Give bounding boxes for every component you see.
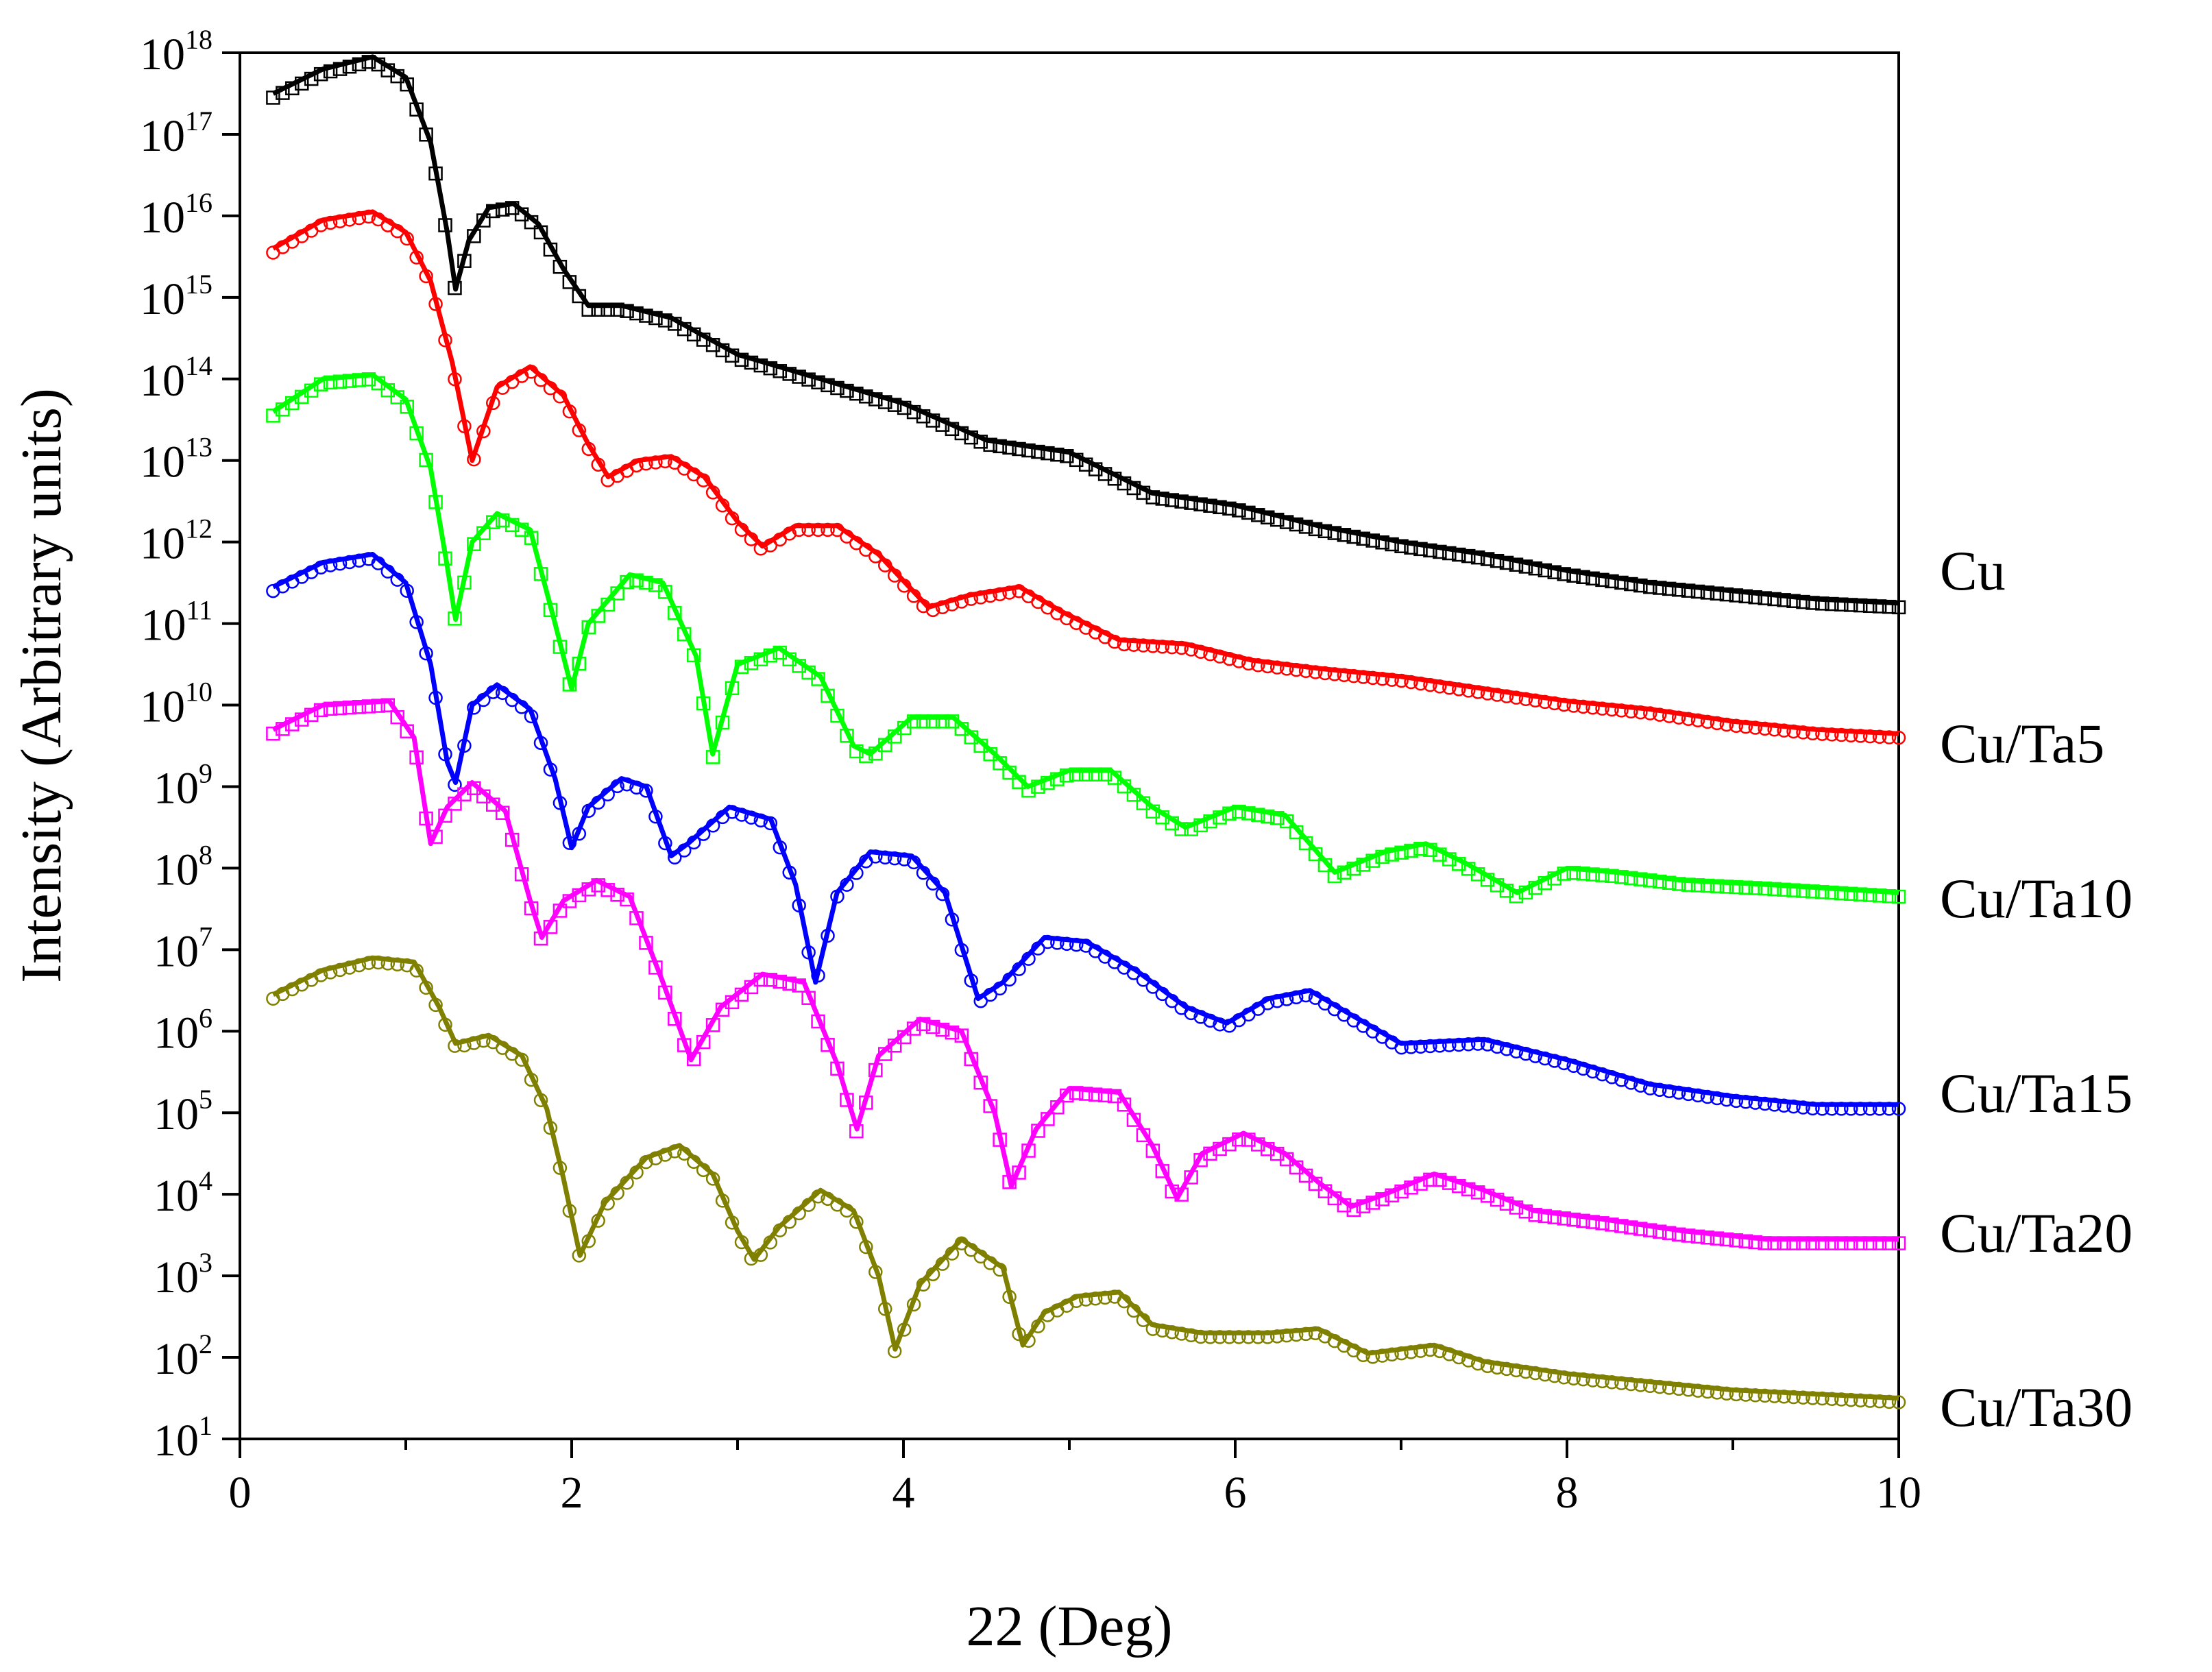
y-tick-label: 1017 <box>140 106 212 161</box>
y-tick-base: 10 <box>140 193 185 243</box>
fit-line <box>271 372 1899 895</box>
fit-line <box>271 699 1899 1242</box>
y-tick-label: 1010 <box>140 677 212 732</box>
y-tick-label: 1012 <box>140 513 212 569</box>
y-tick-label: 105 <box>154 1084 212 1139</box>
y-tick-label: 108 <box>154 839 212 895</box>
y-tick-exponent: 6 <box>199 1002 212 1033</box>
x-tick-label: 4 <box>892 1468 915 1518</box>
y-tick-base: 10 <box>154 1008 199 1058</box>
series-cu-ta20 <box>266 698 1906 1250</box>
y-tick-base: 10 <box>140 29 185 80</box>
y-tick-exponent: 9 <box>199 758 212 788</box>
y-tick-base: 10 <box>154 763 199 813</box>
y-tick-exponent: 4 <box>199 1165 212 1196</box>
series-label-cu-ta10: Cu/Ta10 <box>1940 867 2132 930</box>
y-tick-base: 10 <box>154 926 199 976</box>
y-tick-base: 10 <box>154 1089 199 1139</box>
y-tick-label: 107 <box>154 921 212 976</box>
y-tick-label: 1013 <box>140 432 212 487</box>
series-cu-ta10 <box>266 372 1906 904</box>
x-tick-label: 6 <box>1224 1468 1247 1518</box>
y-tick-exponent: 3 <box>199 1247 212 1278</box>
y-tick-exponent: 16 <box>185 187 212 218</box>
y-tick-base: 10 <box>154 1252 199 1303</box>
y-tick-exponent: 1 <box>199 1410 212 1441</box>
x-tick-label: 0 <box>229 1468 252 1518</box>
fit-line <box>271 54 1899 606</box>
y-tick-base: 10 <box>154 845 199 895</box>
y-tick-base: 10 <box>140 356 185 406</box>
y-tick-base: 10 <box>140 111 185 161</box>
y-tick-exponent: 18 <box>185 24 212 55</box>
series-label-cu-ta5: Cu/Ta5 <box>1940 712 2104 775</box>
x-tick-label: 10 <box>1876 1468 1921 1518</box>
y-tick-base: 10 <box>140 519 185 569</box>
y-tick-base: 10 <box>140 437 185 487</box>
fit-line <box>271 552 1899 1107</box>
y-tick-labels: 1011021031041051061071081091010101110121… <box>140 24 212 1466</box>
y-tick-label: 1014 <box>140 350 212 406</box>
y-tick-label: 101 <box>154 1410 212 1466</box>
x-tick-label: 8 <box>1556 1468 1579 1518</box>
y-tick-exponent: 8 <box>199 839 212 870</box>
series-label-cu: Cu <box>1940 540 2006 602</box>
series-cu-ta30 <box>266 955 1906 1409</box>
y-tick-base: 10 <box>154 1334 199 1384</box>
y-axis-title: Intensity (Arbitrary units) <box>10 388 73 983</box>
y-tick-exponent: 15 <box>185 269 212 300</box>
y-tick-exponent: 2 <box>199 1329 212 1359</box>
y-tick-exponent: 17 <box>185 106 212 136</box>
series-label-cu-ta30: Cu/Ta30 <box>1940 1376 2132 1438</box>
y-tick-exponent: 10 <box>185 677 212 707</box>
y-tick-base: 10 <box>154 1416 199 1466</box>
y-tick-base: 10 <box>140 274 185 324</box>
y-tick-exponent: 12 <box>185 513 212 544</box>
y-tick-base: 10 <box>140 682 185 732</box>
series-label-cu-ta15: Cu/Ta15 <box>1940 1062 2132 1124</box>
x-axis-title: 22 (Deg) <box>967 1595 1173 1658</box>
y-tick-exponent: 13 <box>185 432 212 463</box>
series-label-cu-ta20: Cu/Ta20 <box>1940 1202 2132 1264</box>
y-tick-exponent: 7 <box>199 921 212 952</box>
series-labels: Cu Cu/Ta5 Cu/Ta10 Cu/Ta15 Cu/Ta20 Cu/Ta3… <box>1940 540 2132 1438</box>
fit-line <box>271 209 1899 736</box>
y-tick-exponent: 11 <box>186 595 212 626</box>
x-tick-label: 2 <box>561 1468 583 1518</box>
plot-frame <box>239 51 1900 1440</box>
x-tick-labels: 0 2 4 6 8 10 <box>229 1468 1922 1518</box>
y-tick-label: 102 <box>154 1329 212 1384</box>
y-tick-exponent: 5 <box>199 1084 212 1115</box>
y-tick-label: 1011 <box>141 595 212 651</box>
y-tick-label: 1015 <box>140 269 212 324</box>
y-tick-base: 10 <box>141 601 186 651</box>
series-layer <box>266 54 1906 1409</box>
series-cu-ta5 <box>266 209 1906 745</box>
y-tick-label: 106 <box>154 1002 212 1058</box>
fit-line <box>271 955 1899 1401</box>
y-tick-label: 1018 <box>140 24 212 80</box>
series-cu-ta15 <box>266 552 1906 1116</box>
y-tick-label: 109 <box>154 758 212 813</box>
y-tick-label: 103 <box>154 1247 212 1303</box>
axis-ticks <box>222 51 1900 1458</box>
series-cu <box>266 54 1906 615</box>
y-tick-label: 104 <box>154 1165 212 1221</box>
y-tick-label: 1016 <box>140 187 212 243</box>
y-tick-base: 10 <box>154 1171 199 1221</box>
y-tick-exponent: 14 <box>185 350 212 381</box>
